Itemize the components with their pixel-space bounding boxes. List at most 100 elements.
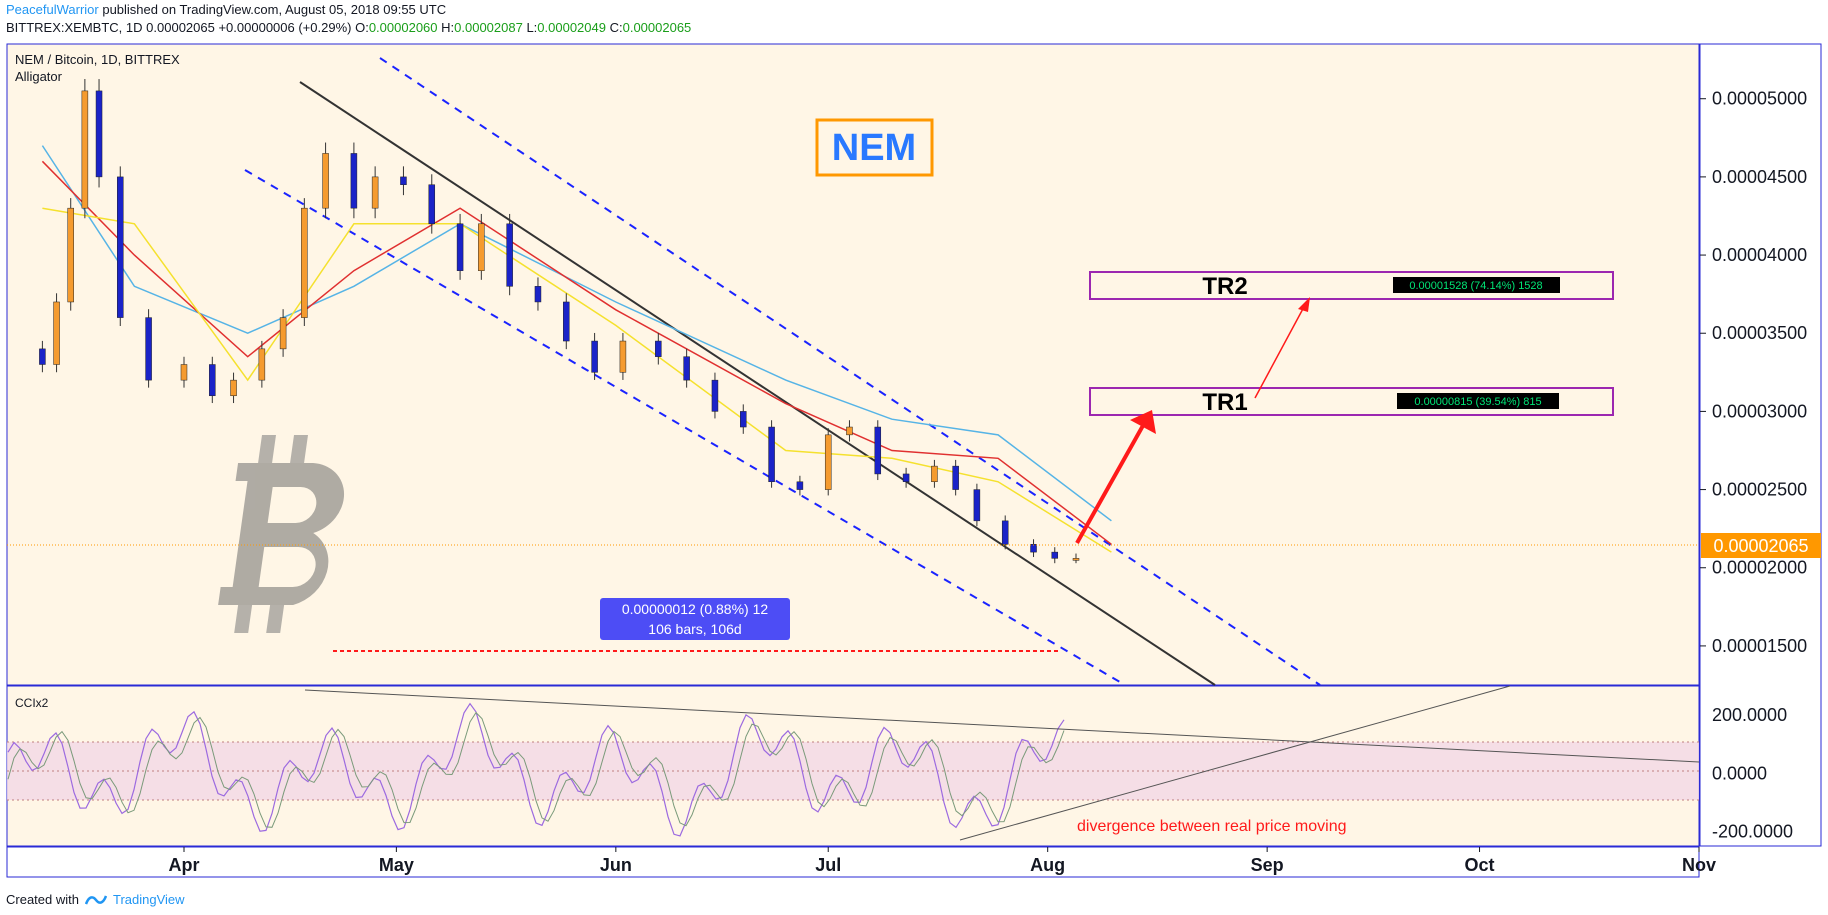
candle-up — [478, 223, 485, 271]
tradingview-link[interactable]: TradingView — [112, 892, 185, 907]
trend-channels — [244, 57, 1321, 686]
arrow-to-tr2-icon — [1254, 297, 1310, 399]
channel-lower-line — [244, 169, 1126, 686]
candle-up — [371, 176, 379, 209]
time-axis[interactable]: Apr May Jun Jul Aug Sep Oct Nov — [168, 847, 1716, 875]
candle-down — [563, 301, 570, 342]
candle-down — [209, 364, 216, 397]
current-price-tag — [1701, 533, 1821, 558]
candle-down — [350, 153, 358, 209]
author-link[interactable]: PeacefulWarrior — [6, 2, 99, 17]
price-tick-label: 0.00003000 — [1712, 401, 1807, 421]
cci-signal-line — [7, 711, 1065, 828]
candle-down — [952, 465, 959, 490]
quote-bar: BITTREX:XEMBTC, 1D 0.00002065 +0.0000000… — [6, 20, 691, 36]
candle-up — [53, 301, 60, 365]
candle-down — [95, 90, 103, 178]
candle-up — [931, 465, 938, 483]
price-axis-bg — [1699, 43, 1822, 847]
candle-down — [796, 481, 804, 490]
candle-down — [145, 317, 152, 381]
cci-tick-label: 200.0000 — [1712, 705, 1787, 725]
arrow-to-tr1-icon — [1075, 410, 1156, 544]
h-value: 0.00002087 — [454, 20, 523, 35]
candle-down — [655, 340, 662, 357]
price-axis[interactable]: 0.00005000 0.00004500 0.00004000 0.00003500… — [1700, 89, 1807, 656]
candle-up — [824, 434, 832, 490]
time-tick-label: Jun — [600, 855, 632, 875]
cci-label: CCIx2 — [15, 696, 49, 710]
indicator-label: Alligator — [15, 69, 63, 84]
candle-down — [534, 286, 542, 303]
alligator-lines — [41, 145, 1112, 553]
candle-down — [768, 426, 775, 483]
candle-down — [874, 426, 882, 475]
candle-down — [506, 223, 513, 287]
candle-down — [400, 176, 407, 185]
nem-label: NEM — [832, 127, 916, 169]
candle-down — [1051, 551, 1059, 559]
candle-up — [230, 379, 237, 397]
candle-down — [428, 184, 436, 225]
candle-up — [67, 207, 74, 303]
symbol-text: BITTREX:XEMBTC, 1D — [6, 20, 143, 35]
tr1-badge-bg — [1397, 393, 1559, 409]
time-axis-bg — [6, 846, 1700, 878]
price-tick-label: 0.00003500 — [1712, 323, 1807, 343]
time-tick-label: Jul — [815, 855, 841, 875]
tr2-badge: 0.00001528 (74.14%) 1528 — [1409, 280, 1542, 292]
cci-indicator — [7, 702, 1065, 837]
cci-tick-label: 0.0000 — [1712, 763, 1767, 783]
tr2-badge-bg — [1393, 277, 1560, 293]
cci-tick-label: -200.0000 — [1712, 821, 1793, 841]
l-value: 0.00002049 — [537, 20, 606, 35]
published-text: published on TradingView.com, August 05,… — [102, 2, 447, 17]
measure-line2: 106 bars, 106d — [648, 621, 741, 637]
time-tick-label: Aug — [1030, 855, 1065, 875]
candle-up — [619, 340, 627, 373]
price-tick-label: 0.00002000 — [1712, 558, 1807, 578]
tr2-label: TR2 — [1202, 273, 1247, 300]
candle-down — [683, 356, 690, 381]
time-tick-label: Apr — [168, 855, 199, 875]
candle-down — [1001, 520, 1009, 545]
candle-up — [846, 426, 853, 436]
candle-up — [258, 348, 266, 381]
change-value: +0.00000006 (+0.29%) — [218, 20, 352, 35]
candles — [39, 79, 1080, 564]
c-label: C: — [609, 20, 623, 35]
footer: Created with TradingView — [6, 892, 185, 907]
h-label: H: — [441, 20, 455, 35]
price-tick-label: 0.00005000 — [1712, 89, 1807, 109]
current-price-label: 0.00002065 — [1713, 536, 1808, 556]
alligator-teeth-line — [41, 160, 1112, 545]
cci-divergence-line-lower — [959, 685, 1511, 841]
price-tick-label: 0.00004500 — [1712, 167, 1807, 187]
time-tick-label: May — [379, 855, 414, 875]
candle-down — [39, 348, 46, 365]
candle-up — [1072, 558, 1080, 561]
bitcoin-logo-icon — [218, 435, 344, 633]
candle-down — [591, 340, 598, 373]
candle-up — [279, 317, 287, 350]
open-value: 0.00002065 — [146, 20, 215, 35]
nem-box — [815, 118, 934, 177]
l-label: L: — [526, 20, 538, 35]
candle-down — [117, 176, 124, 318]
cci-axis[interactable]: 200.0000 0.0000 -200.0000 — [1712, 705, 1793, 841]
price-tick-label: 0.00001500 — [1712, 636, 1807, 656]
candle-down — [973, 489, 981, 522]
time-tick-label: Sep — [1251, 855, 1284, 875]
cci-divergence-line-upper — [304, 689, 1700, 763]
candle-down — [456, 223, 464, 271]
measure-line1: 0.00000012 (0.88%) 12 — [622, 601, 769, 617]
candle-up — [322, 153, 329, 209]
price-tick-label: 0.00004000 — [1712, 245, 1807, 265]
measure-box — [600, 598, 790, 640]
tr1-badge: 0.00000815 (39.54%) 815 — [1414, 396, 1541, 408]
publish-info: PeacefulWarrior published on TradingView… — [6, 2, 446, 18]
tr1-box[interactable] — [1089, 387, 1614, 416]
time-tick-label: Oct — [1465, 855, 1495, 875]
candle-down — [740, 411, 747, 428]
